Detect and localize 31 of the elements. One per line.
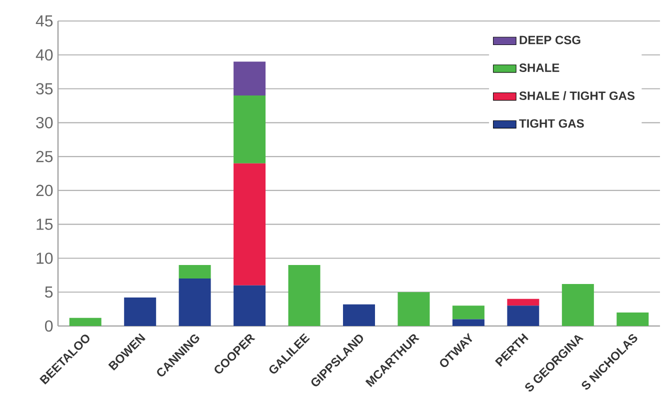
- legend-label: TIGHT GAS: [519, 119, 584, 128]
- y-tick-label: 30: [36, 117, 53, 128]
- bar: [234, 62, 266, 96]
- y-tick-label: 0: [45, 320, 53, 332]
- bar: [234, 285, 266, 326]
- bar: [343, 304, 376, 326]
- y-tick-label: 5: [45, 286, 53, 298]
- bar: [69, 318, 102, 326]
- bar: [452, 319, 484, 326]
- legend-label: DEEP CSG: [520, 36, 580, 44]
- bar: [507, 298, 540, 306]
- bar: [452, 306, 484, 320]
- bar: [234, 96, 266, 164]
- bar: [616, 312, 649, 326]
- bar: [234, 163, 266, 286]
- y-tick-label: 25: [36, 150, 53, 162]
- legend-label: SHALE: [519, 63, 560, 72]
- bar: [178, 265, 211, 279]
- bar: [124, 298, 156, 326]
- bar: [507, 306, 540, 326]
- legend-label: SHALE / TIGHT GAS: [519, 91, 635, 100]
- y-tick-label: 10: [36, 252, 53, 264]
- y-tick-label: 35: [36, 83, 53, 94]
- bar: [178, 278, 211, 326]
- y-tick-label: 20: [36, 184, 53, 196]
- bar: [562, 284, 594, 326]
- bar: [288, 265, 320, 326]
- y-tick-label: 45: [36, 15, 53, 27]
- y-tick-label: 15: [36, 218, 53, 230]
- y-tick-label: 40: [36, 49, 53, 61]
- bar: [398, 292, 430, 326]
